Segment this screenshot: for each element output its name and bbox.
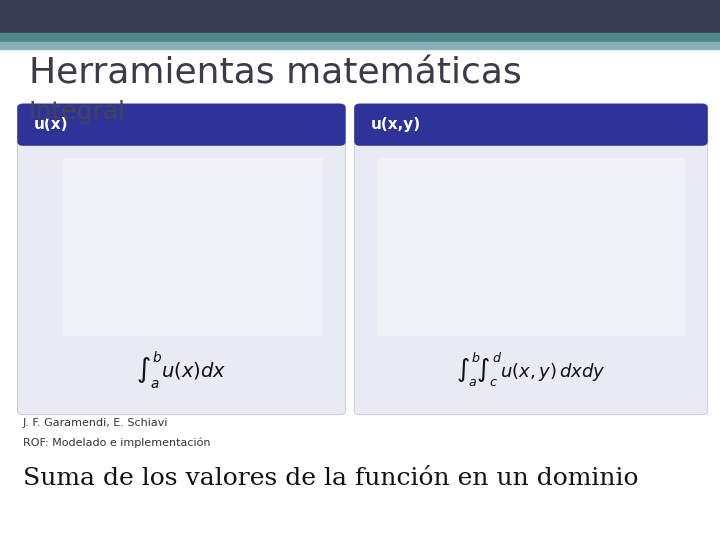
Bar (101, 269, 105, 320)
FancyBboxPatch shape (17, 104, 346, 415)
Bar (303, 306, 307, 320)
Bar (23, 125, 340, 141)
Bar (148, 287, 152, 320)
Bar (82, 295, 86, 320)
Bar (307, 309, 312, 320)
Bar (72, 305, 77, 320)
Bar (256, 272, 261, 320)
Bar (251, 279, 256, 320)
Bar (176, 245, 181, 320)
Bar (181, 237, 185, 320)
Text: u(x,y): u(x,y) (371, 117, 421, 132)
Text: (a, 0): (a, 0) (66, 325, 86, 334)
FancyBboxPatch shape (17, 104, 346, 146)
Bar (129, 274, 133, 320)
Text: ROF: Modelado e implementación: ROF: Modelado e implementación (23, 437, 210, 448)
Bar (270, 261, 274, 320)
Bar (120, 264, 124, 320)
Bar (274, 265, 279, 320)
Text: u(x): u(x) (34, 117, 68, 132)
Text: $\int_a^b u(x)dx$: $\int_a^b u(x)dx$ (136, 349, 227, 390)
Text: Suma de los valores de la función en un dominio: Suma de los valores de la función en un … (23, 467, 639, 490)
Bar (199, 238, 204, 320)
Bar (138, 284, 143, 320)
Bar (190, 231, 194, 320)
Bar (378, 158, 684, 335)
Bar (96, 275, 101, 320)
Bar (157, 280, 161, 320)
Bar (63, 158, 322, 335)
Bar (0, 42, 720, 49)
Bar (261, 265, 265, 320)
Bar (114, 261, 120, 320)
Bar (294, 297, 298, 320)
Bar (162, 272, 166, 320)
Bar (233, 293, 237, 320)
Bar (68, 307, 72, 320)
FancyBboxPatch shape (354, 104, 708, 415)
Bar (77, 301, 81, 320)
Bar (360, 125, 702, 141)
Bar (0, 0, 720, 35)
Text: (b, 0): (b, 0) (299, 325, 319, 334)
Bar (237, 294, 242, 320)
Bar (110, 261, 114, 320)
FancyBboxPatch shape (354, 104, 708, 146)
Bar (246, 286, 251, 320)
Bar (265, 261, 270, 320)
Text: f: f (257, 175, 261, 185)
Text: J. F. Garamendi, E. Schiavi: J. F. Garamendi, E. Schiavi (23, 418, 168, 429)
Bar (284, 281, 289, 320)
Bar (153, 285, 157, 320)
Bar (194, 232, 199, 320)
Bar (86, 289, 91, 320)
Bar (185, 232, 190, 320)
Text: P(f, a, b): P(f, a, b) (176, 274, 208, 283)
Bar (124, 268, 129, 320)
Bar (91, 282, 96, 320)
Text: $\int_a^b\!\int_c^d u(x,y)\,dxdy$: $\int_a^b\!\int_c^d u(x,y)\,dxdy$ (456, 351, 606, 389)
Bar (242, 292, 246, 320)
Text: Herramientas matemáticas: Herramientas matemáticas (29, 57, 521, 91)
Bar (223, 283, 228, 320)
Bar (209, 254, 213, 320)
Bar (298, 302, 302, 320)
Bar (204, 245, 209, 320)
Bar (213, 265, 218, 320)
Bar (63, 309, 68, 320)
Bar (171, 254, 176, 320)
Bar (218, 274, 222, 320)
Bar (289, 289, 293, 320)
Bar (166, 264, 171, 320)
Bar (105, 264, 110, 320)
Text: Integral: Integral (29, 100, 126, 124)
Bar (143, 287, 148, 320)
Bar (228, 289, 232, 320)
Bar (133, 279, 138, 320)
Bar (312, 310, 317, 320)
Bar (317, 311, 322, 320)
Bar (0, 33, 720, 43)
Bar (279, 272, 284, 320)
